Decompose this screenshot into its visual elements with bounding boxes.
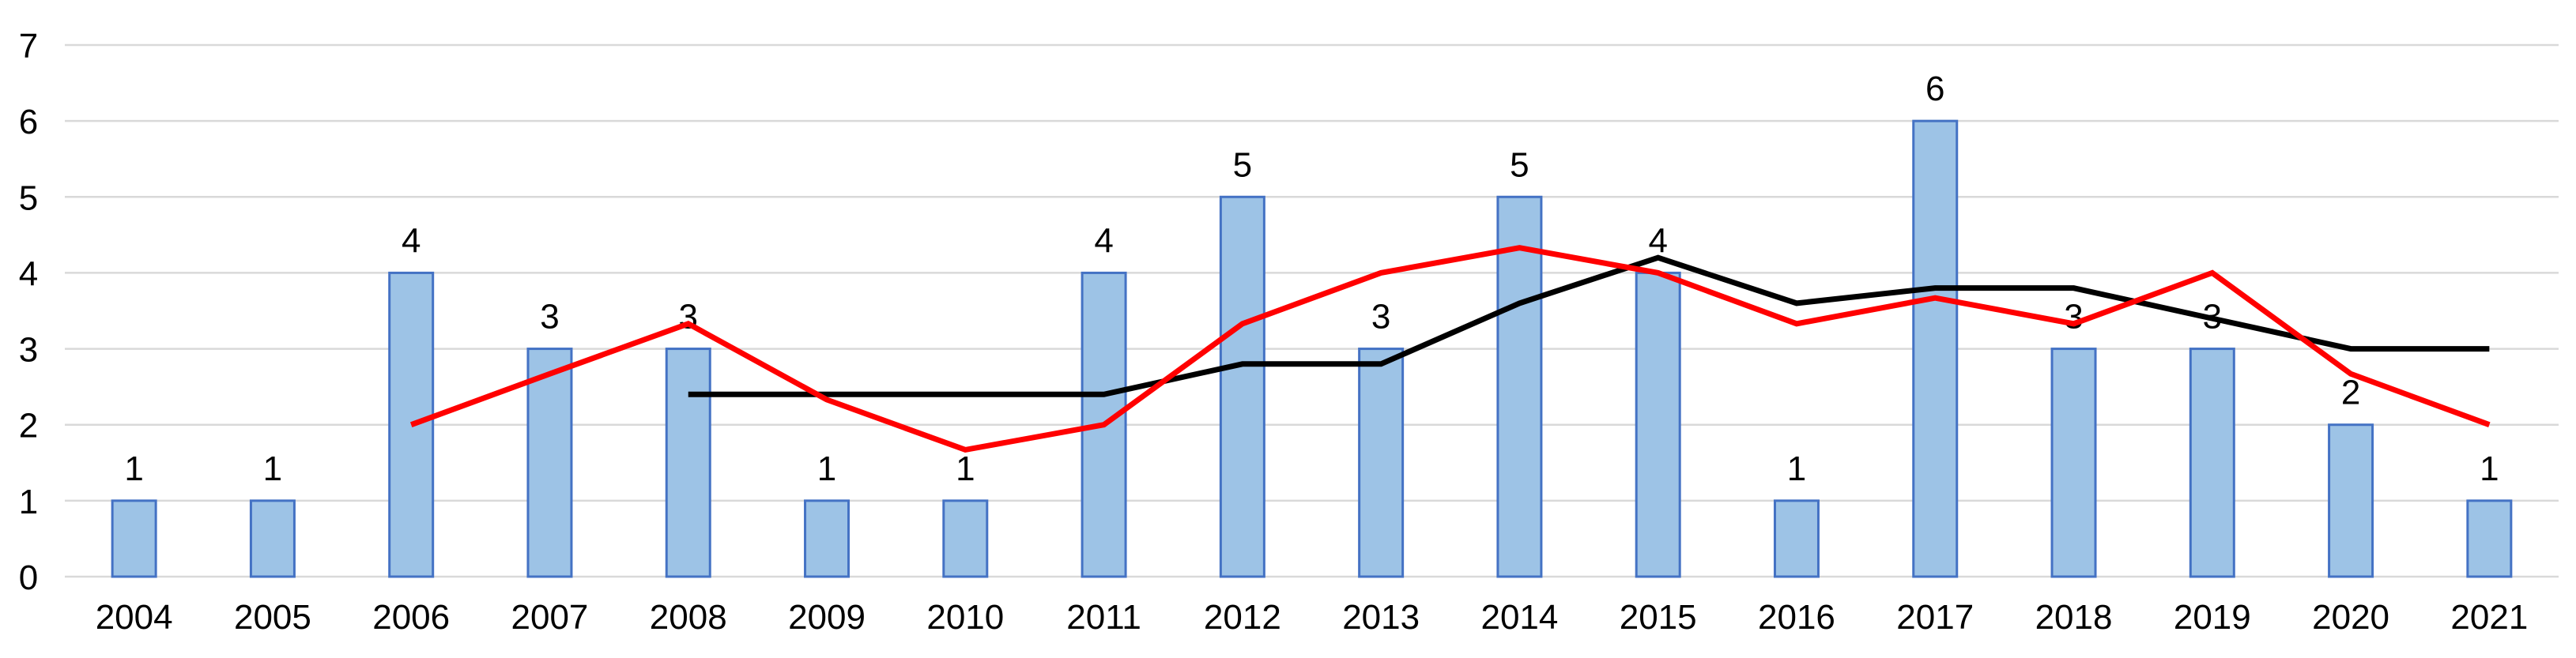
x-tick-label-2012: 2012 <box>1204 598 1281 637</box>
bar-value-label-2004: 1 <box>124 449 143 488</box>
bar-value-label-2020: 2 <box>2341 374 2360 412</box>
y-axis-tick-labels-group: 0 1 2 3 4 5 6 7 <box>19 27 38 597</box>
bar-2005 <box>249 499 296 578</box>
bar-2009 <box>804 499 850 578</box>
x-tick-label-2010: 2010 <box>926 598 1004 637</box>
red-trend-line <box>409 245 2491 453</box>
bar-value-label-2005: 1 <box>263 449 282 488</box>
x-tick-label-2018: 2018 <box>2035 598 2113 637</box>
bar-value-label-2009: 1 <box>817 449 836 488</box>
bar-value-label-2010: 1 <box>956 449 975 488</box>
x-tick-label-2017: 2017 <box>1896 598 1974 637</box>
bar-2008 <box>665 348 711 578</box>
x-tick-label-2013: 2013 <box>1342 598 1420 637</box>
y-tick-label-3: 3 <box>19 331 38 370</box>
bar-2015 <box>1635 271 1681 578</box>
x-tick-label-2016: 2016 <box>1758 598 1835 637</box>
x-tick-label-2015: 2015 <box>1620 598 1697 637</box>
bar-2017 <box>1912 119 1959 578</box>
x-tick-label-2019: 2019 <box>2174 598 2251 637</box>
bar-value-label-2011: 4 <box>1094 221 1113 260</box>
black-trend-line <box>688 254 2490 397</box>
bar-2018 <box>2050 348 2097 578</box>
bar-2013 <box>1358 348 1405 578</box>
trend-lines-group <box>409 245 2491 453</box>
x-tick-label-2020: 2020 <box>2312 598 2389 637</box>
y-tick-label-4: 4 <box>19 254 38 293</box>
x-tick-label-2014: 2014 <box>1480 598 1558 637</box>
bar-2010 <box>942 499 989 578</box>
bar-value-label-2017: 6 <box>1925 70 1944 108</box>
x-tick-label-2005: 2005 <box>234 598 311 637</box>
y-tick-label-6: 6 <box>19 103 38 141</box>
bar-2016 <box>1773 499 1820 578</box>
bar-2020 <box>2328 423 2374 578</box>
x-tick-label-2011: 2011 <box>1066 598 1141 637</box>
y-tick-label-5: 5 <box>19 179 38 217</box>
y-tick-label-1: 1 <box>19 483 38 521</box>
bar-2019 <box>2189 348 2235 578</box>
bar-2007 <box>526 348 573 578</box>
x-tick-label-2009: 2009 <box>788 598 866 637</box>
x-tick-label-2004: 2004 <box>96 598 173 637</box>
bar-value-label-2012: 5 <box>1233 145 1252 184</box>
x-axis-tick-labels-group: 2004 2005 2006 2007 2008 2009 2010 2011 2012 2013… <box>96 598 2529 637</box>
gridlines-group <box>65 43 2559 578</box>
bar-value-label-2015: 4 <box>1648 221 1667 260</box>
bar-value-label-2021: 1 <box>2480 449 2499 488</box>
bar-2012 <box>1219 195 1265 578</box>
bar-2021 <box>2466 499 2513 578</box>
bar-value-label-2006: 4 <box>402 221 421 260</box>
x-tick-label-2006: 2006 <box>372 598 450 637</box>
bar-value-label-2014: 5 <box>1510 145 1529 184</box>
bar-2014 <box>1496 195 1543 578</box>
y-tick-label-2: 2 <box>19 407 38 446</box>
y-tick-label-7: 7 <box>19 27 38 66</box>
bar-value-label-2007: 3 <box>540 298 559 337</box>
x-tick-label-2008: 2008 <box>650 598 727 637</box>
bar-value-label-2013: 3 <box>1371 298 1390 337</box>
y-tick-label-0: 0 <box>19 558 38 597</box>
bar-value-label-2018: 3 <box>2064 298 2083 337</box>
bar-value-label-2016: 1 <box>1787 449 1806 488</box>
bar-2004 <box>111 499 157 578</box>
x-tick-label-2007: 2007 <box>511 598 589 637</box>
x-tick-label-2021: 2021 <box>2450 598 2528 637</box>
